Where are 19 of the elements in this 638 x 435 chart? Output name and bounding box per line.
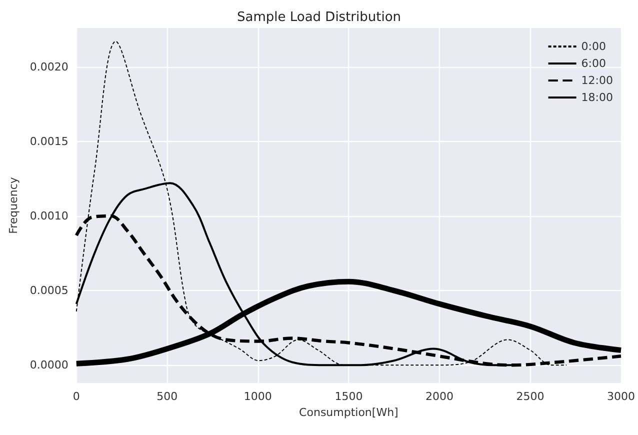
y-tick-label: 0.0005 [30,284,68,298]
x-tick-label: 2500 [516,390,544,403]
x-tick-label: 3000 [607,390,636,403]
x-axis-title: Consumption[Wh] [299,406,398,419]
y-tick-label: 0.0020 [30,60,68,74]
legend-label: 6:00 [581,57,606,70]
x-tick-label: 2000 [425,390,454,403]
x-tick-label: 500 [156,390,178,403]
y-tick-label: 0.0000 [30,358,68,372]
legend-label: 12:00 [581,74,614,87]
x-tick-label: 1500 [334,390,363,403]
legend-label: 18:00 [581,91,614,104]
y-axis-title: Frequency [7,176,20,234]
legend-label: 0:00 [581,40,606,53]
x-tick-label: 1000 [244,390,272,403]
y-tick-label: 0.0010 [30,209,68,222]
chart-title: Sample Load Distribution [236,10,402,25]
x-tick-label: 0 [72,390,80,403]
y-tick-label: 0.0015 [30,134,68,148]
